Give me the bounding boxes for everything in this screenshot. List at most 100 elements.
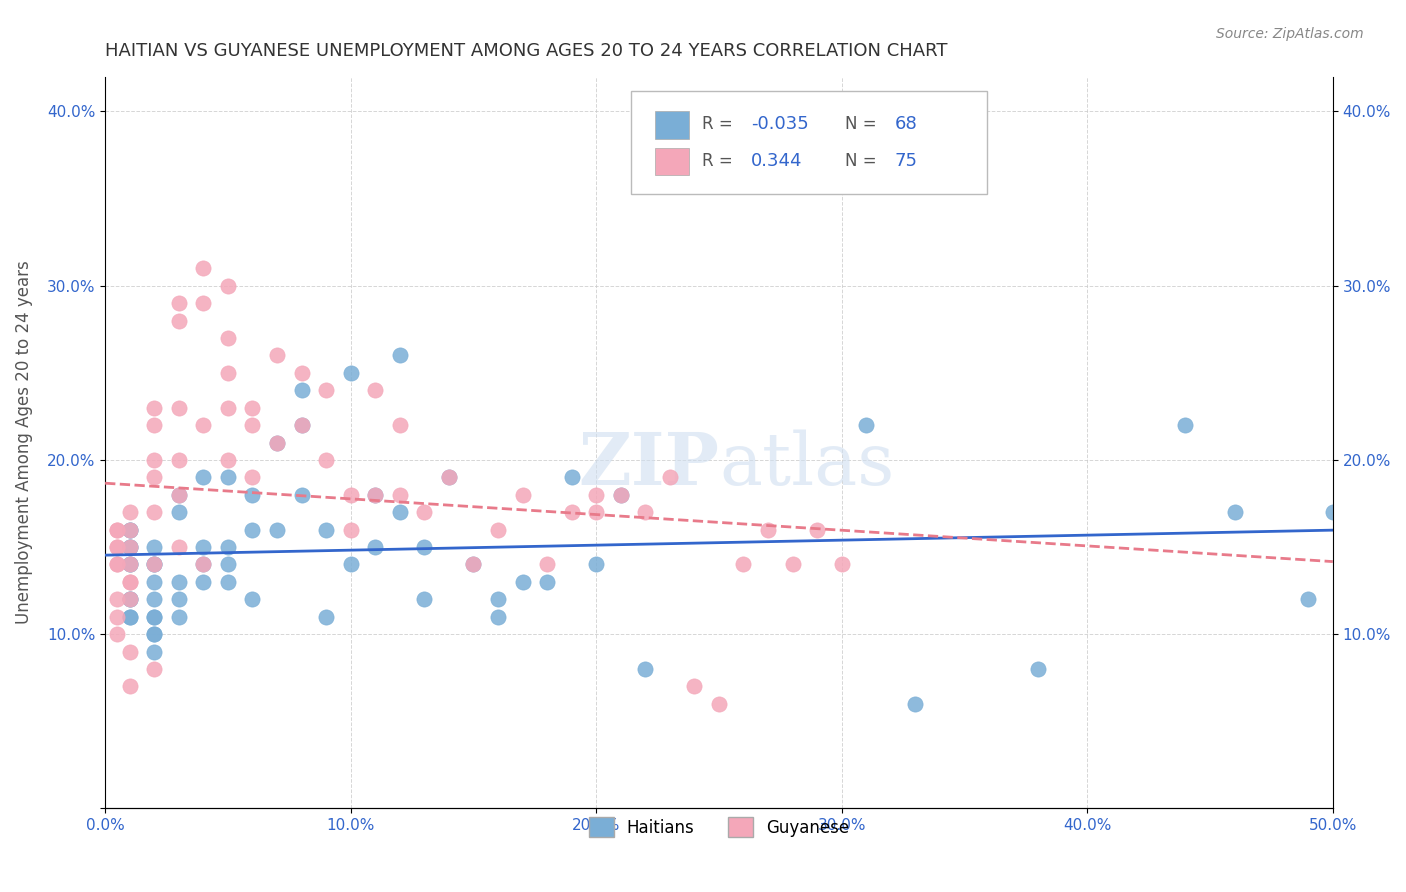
Point [143, 627, 166, 641]
Point [217, 331, 239, 345]
Point [167, 574, 190, 589]
Point [143, 470, 166, 484]
Point [486, 592, 509, 607]
Point [105, 592, 128, 607]
Point [105, 609, 128, 624]
Point [118, 523, 141, 537]
Point [143, 574, 166, 589]
Point [118, 540, 141, 554]
Point [364, 540, 387, 554]
Point [118, 574, 141, 589]
Text: ZIP: ZIP [578, 429, 718, 500]
Point [290, 383, 312, 397]
Point [315, 453, 337, 467]
Text: atlas: atlas [718, 429, 894, 500]
Point [242, 401, 264, 415]
Point [143, 609, 166, 624]
Point [193, 558, 215, 572]
Point [585, 558, 607, 572]
Point [167, 488, 190, 502]
Point [167, 401, 190, 415]
Point [1223, 505, 1246, 519]
Text: -0.035: -0.035 [751, 115, 808, 133]
Point [167, 505, 190, 519]
Point [364, 488, 387, 502]
FancyBboxPatch shape [630, 91, 987, 194]
Point [315, 523, 337, 537]
Point [707, 697, 730, 711]
Point [290, 488, 312, 502]
Point [217, 558, 239, 572]
Point [266, 435, 288, 450]
Point [290, 366, 312, 380]
Point [193, 470, 215, 484]
Point [388, 488, 411, 502]
Point [143, 558, 166, 572]
Point [118, 558, 141, 572]
Point [167, 488, 190, 502]
Point [413, 592, 436, 607]
Point [217, 453, 239, 467]
Point [217, 540, 239, 554]
Point [193, 261, 215, 276]
Point [536, 558, 558, 572]
Point [118, 540, 141, 554]
Point [118, 505, 141, 519]
Point [756, 523, 779, 537]
Point [118, 680, 141, 694]
Point [634, 662, 657, 676]
Point [242, 488, 264, 502]
FancyBboxPatch shape [655, 147, 689, 176]
Point [193, 540, 215, 554]
Point [193, 558, 215, 572]
Point [634, 505, 657, 519]
Point [143, 645, 166, 659]
Point [118, 558, 141, 572]
FancyBboxPatch shape [655, 111, 689, 139]
Point [118, 592, 141, 607]
Point [217, 278, 239, 293]
Point [118, 609, 141, 624]
Point [266, 348, 288, 362]
Point [364, 488, 387, 502]
Point [242, 470, 264, 484]
Point [105, 558, 128, 572]
Point [463, 558, 485, 572]
Point [388, 505, 411, 519]
Point [315, 383, 337, 397]
Point [118, 574, 141, 589]
Point [561, 470, 583, 484]
Point [118, 558, 141, 572]
Point [855, 418, 877, 433]
Point [167, 296, 190, 310]
Point [339, 558, 361, 572]
Point [463, 558, 485, 572]
Point [217, 366, 239, 380]
Point [609, 488, 631, 502]
Point [118, 592, 141, 607]
Point [658, 470, 681, 484]
Point [143, 540, 166, 554]
Point [193, 418, 215, 433]
Point [806, 523, 828, 537]
Point [167, 313, 190, 327]
Point [512, 488, 534, 502]
Legend: Haitians, Guyanese: Haitians, Guyanese [582, 810, 856, 844]
Point [217, 574, 239, 589]
Point [143, 627, 166, 641]
Text: HAITIAN VS GUYANESE UNEMPLOYMENT AMONG AGES 20 TO 24 YEARS CORRELATION CHART: HAITIAN VS GUYANESE UNEMPLOYMENT AMONG A… [105, 42, 948, 60]
Point [609, 488, 631, 502]
Point [217, 401, 239, 415]
Point [561, 505, 583, 519]
Point [733, 558, 755, 572]
Point [339, 523, 361, 537]
Point [388, 348, 411, 362]
Point [339, 366, 361, 380]
Text: 75: 75 [894, 152, 918, 169]
Point [118, 609, 141, 624]
Point [290, 418, 312, 433]
Point [242, 523, 264, 537]
Point [339, 488, 361, 502]
Point [193, 574, 215, 589]
Point [315, 609, 337, 624]
